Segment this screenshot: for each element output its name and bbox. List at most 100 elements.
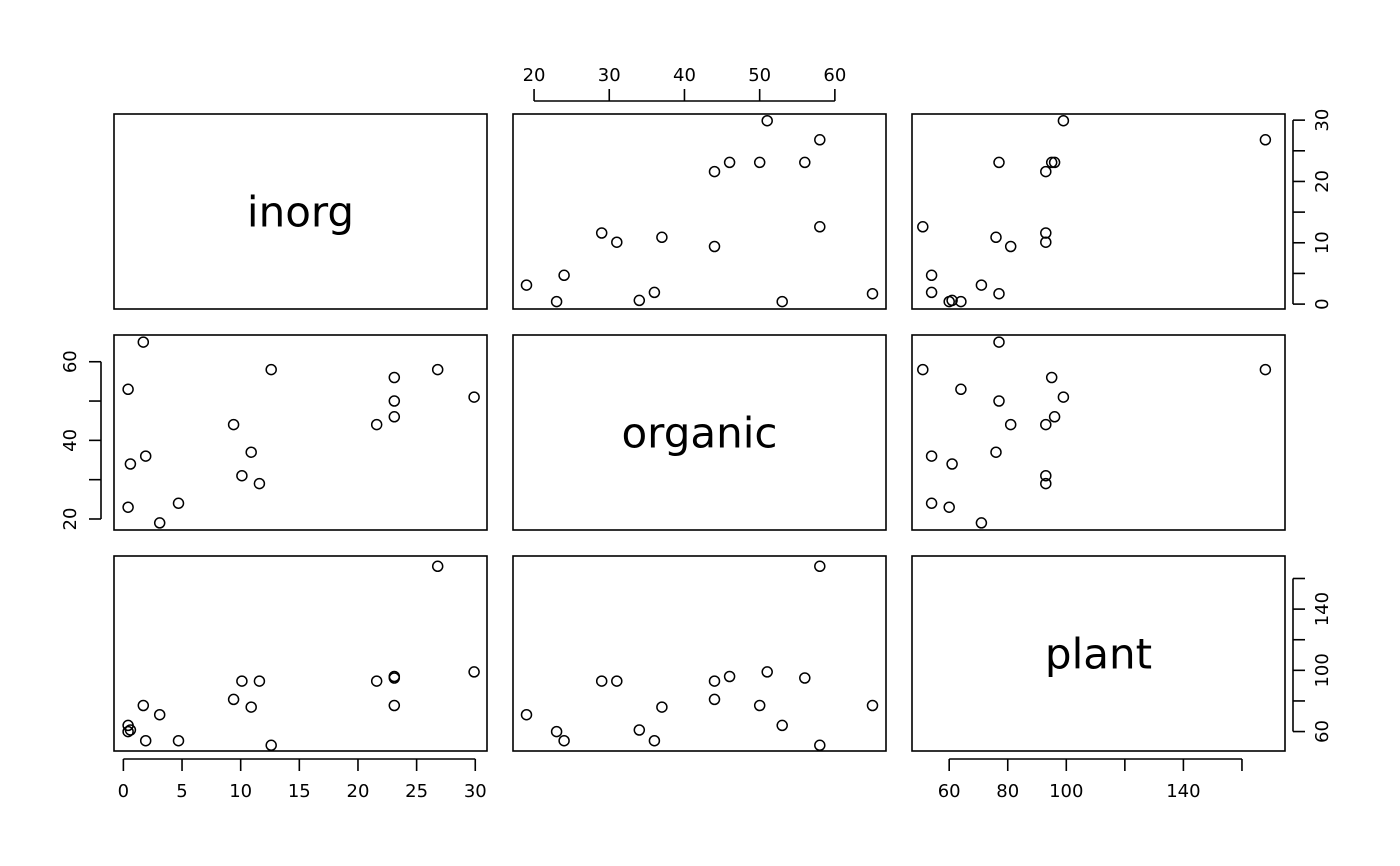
bottom-axis-plant-tick-label: 80: [996, 781, 1019, 802]
point-inorg-vs-organic: [550, 295, 563, 308]
point-organic-vs-inorg: [265, 363, 277, 376]
point-organic-vs-inorg: [227, 418, 240, 431]
top-axis-organic-tick-label: 30: [598, 65, 621, 86]
point-plant-vs-inorg: [153, 708, 166, 721]
top-axis-organic-tick-label: 20: [523, 65, 546, 86]
point-organic-vs-inorg: [388, 371, 401, 384]
point-organic-vs-inorg: [122, 383, 134, 396]
bottom-axis-inorg-tick-label: 30: [464, 781, 487, 802]
point-organic-vs-plant: [990, 446, 1002, 458]
point-plant-vs-organic: [753, 699, 766, 712]
bottom-axis-inorg-tick-label: 20: [347, 781, 370, 802]
point-organic-vs-inorg: [137, 336, 150, 348]
point-plant-vs-inorg: [122, 725, 134, 738]
point-organic-vs-plant: [1057, 391, 1070, 403]
point-inorg-vs-plant: [975, 279, 988, 291]
point-inorg-vs-organic: [611, 236, 623, 248]
point-inorg-vs-organic: [708, 240, 721, 253]
point-plant-vs-inorg: [245, 701, 257, 713]
point-inorg-vs-plant: [990, 231, 1002, 244]
diagonal-label-plant: plant: [1045, 630, 1152, 679]
point-plant-vs-inorg: [139, 734, 152, 747]
point-organic-vs-plant: [1259, 363, 1272, 376]
point-inorg-vs-plant: [955, 295, 967, 308]
point-plant-vs-inorg: [227, 693, 240, 706]
point-inorg-vs-organic: [656, 231, 668, 244]
point-plant-vs-organic: [611, 675, 623, 687]
point-plant-vs-inorg: [388, 699, 401, 712]
point-organic-vs-plant: [975, 517, 988, 529]
point-plant-vs-organic: [708, 675, 721, 687]
point-inorg-vs-organic: [708, 165, 721, 178]
point-plant-vs-inorg: [172, 734, 185, 747]
panel-plant-vs-organic: [512, 555, 887, 752]
point-plant-vs-inorg: [137, 699, 150, 712]
point-plant-vs-organic: [656, 701, 668, 713]
point-plant-vs-organic: [799, 672, 811, 684]
point-inorg-vs-organic: [799, 156, 811, 169]
point-plant-vs-inorg: [388, 672, 401, 684]
point-inorg-vs-plant: [1057, 114, 1070, 127]
left-axis-organic-tick-label: 20: [60, 508, 81, 531]
bottom-axis-inorg-tick-label: 0: [118, 781, 129, 802]
point-plant-vs-inorg: [370, 675, 383, 687]
point-organic-vs-plant: [1004, 418, 1017, 431]
point-organic-vs-plant: [925, 497, 938, 510]
point-organic-vs-inorg: [388, 395, 401, 407]
top-axis-organic-tick-label: 40: [673, 65, 696, 86]
point-inorg-vs-organic: [753, 156, 766, 169]
point-inorg-vs-plant: [1004, 240, 1017, 253]
right-axis-plant-tick-label: 60: [1312, 720, 1333, 743]
point-organic-vs-inorg: [172, 497, 185, 510]
right-axis-inorg-tick-label: 30: [1312, 109, 1333, 132]
point-inorg-vs-organic: [814, 134, 826, 146]
point-organic-vs-plant: [1048, 411, 1061, 423]
panel-plant-vs-plant: [911, 555, 1286, 752]
point-inorg-vs-plant: [1040, 227, 1052, 239]
point-organic-vs-plant: [943, 501, 955, 513]
point-inorg-vs-plant: [1040, 236, 1052, 248]
point-organic-vs-inorg: [388, 411, 401, 423]
point-plant-vs-organic: [723, 670, 736, 683]
point-organic-vs-plant: [1040, 477, 1052, 490]
point-plant-vs-organic: [558, 734, 570, 747]
point-inorg-vs-organic: [595, 227, 608, 239]
panel-inorg-vs-organic: [512, 113, 887, 310]
bottom-axis-plant-tick-label: 100: [1049, 781, 1083, 802]
point-organic-vs-inorg: [431, 363, 444, 376]
right-axis-inorg-tick-label: 20: [1312, 170, 1333, 193]
point-plant-vs-organic: [761, 666, 773, 678]
point-organic-vs-plant: [993, 395, 1005, 407]
point-organic-vs-plant: [1040, 418, 1052, 431]
point-organic-vs-inorg: [153, 517, 166, 529]
point-plant-vs-organic: [648, 734, 661, 747]
panel-inorg-vs-inorg: [113, 113, 488, 310]
point-plant-vs-organic: [776, 719, 788, 732]
point-inorg-vs-organic: [866, 287, 879, 300]
top-axis-organic-tick-label: 50: [748, 65, 771, 86]
point-inorg-vs-organic: [776, 295, 788, 308]
bottom-axis-inorg-tick-label: 15: [288, 781, 311, 802]
point-inorg-vs-organic: [558, 269, 570, 282]
point-organic-vs-inorg: [124, 458, 137, 470]
right-axis-plant-tick-label: 140: [1312, 592, 1333, 626]
point-organic-vs-plant: [925, 450, 938, 462]
point-plant-vs-organic: [708, 693, 721, 706]
bottom-axis-inorg-tick-label: 10: [229, 781, 252, 802]
point-inorg-vs-plant: [1259, 134, 1272, 146]
bottom-axis-inorg-tick-label: 5: [176, 781, 187, 802]
point-plant-vs-organic: [814, 739, 826, 752]
point-plant-vs-inorg: [236, 675, 248, 687]
point-organic-vs-plant: [1045, 371, 1058, 384]
point-plant-vs-inorg: [265, 739, 277, 752]
point-plant-vs-organic: [595, 675, 608, 687]
bottom-axis-plant-tick-label: 140: [1166, 781, 1200, 802]
point-organic-vs-inorg: [122, 501, 134, 513]
panel-plant-vs-inorg: [113, 555, 488, 752]
bottom-axis-plant-tick-label: 60: [938, 781, 961, 802]
diagonal-label-organic: organic: [621, 409, 777, 458]
panel-organic-vs-plant: [911, 334, 1286, 531]
bottom-axis-inorg-tick-label: 25: [405, 781, 428, 802]
point-inorg-vs-plant: [993, 287, 1005, 300]
point-inorg-vs-plant: [925, 269, 938, 282]
